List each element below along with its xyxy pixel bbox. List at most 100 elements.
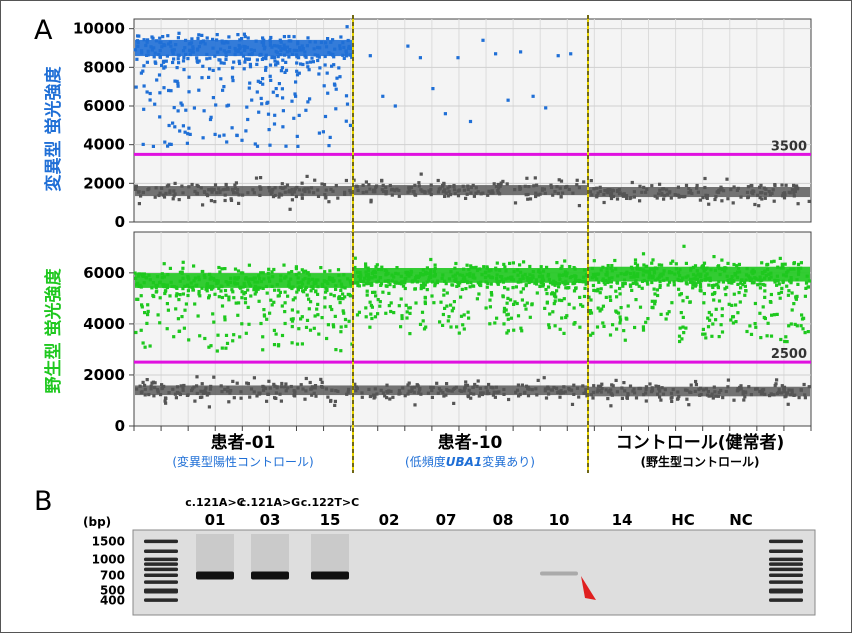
droplet-point [268,38,272,42]
droplet-point [502,262,506,266]
droplet-point [717,266,721,271]
droplet-point [237,201,241,205]
droplet-point [210,187,214,191]
droplet-point [607,188,611,192]
droplet-point [181,191,185,195]
group-sub-control: (野生型コントロール) [641,454,760,469]
droplet-point [710,284,714,288]
droplet-point [638,305,643,309]
droplet-point [750,281,754,285]
droplet-point [456,194,461,198]
droplet-point [564,315,568,320]
droplet-point [413,403,417,407]
droplet-point [783,193,787,197]
droplet-point [680,337,684,341]
droplet-point [466,187,470,191]
droplet-point [236,269,241,273]
group-dividers [352,15,589,473]
droplet-point [310,387,314,391]
droplet-point [561,281,565,285]
droplet-point [303,50,307,54]
droplet-point [610,264,614,268]
droplet-point [283,276,287,280]
droplet-point [213,200,217,204]
droplet-point [233,52,237,57]
droplet-point [775,279,779,283]
droplet-point [754,387,758,391]
droplet-point [595,289,600,293]
droplet-point [337,273,341,277]
droplet-point [140,303,144,307]
droplet-point [237,301,241,305]
droplet-point [214,103,218,107]
droplet-point [703,332,707,336]
droplet-point [372,269,376,273]
droplet-point [268,311,272,315]
droplet-point [278,290,282,294]
droplet-point [163,291,167,296]
ladder-band [144,598,178,602]
droplet-point [180,103,184,107]
droplet-point [534,387,538,391]
droplet-point [621,282,625,286]
droplet-point [309,186,314,190]
droplet-point [338,301,342,305]
droplet-point [152,294,156,299]
droplet-point [535,280,539,284]
droplet-point [763,392,767,396]
droplet-point [191,47,195,51]
droplet-point [769,392,773,396]
droplet-point [166,34,170,38]
droplet-point [253,292,257,296]
droplet-point [262,385,266,389]
droplet-point [333,314,337,318]
group-sub-patient10-b: 変異あり) [482,454,535,469]
droplet-point [303,287,307,291]
droplet-point [135,387,139,391]
droplet-point [256,287,260,291]
droplet-point [199,41,203,45]
droplet-point [133,48,137,52]
droplet-point [207,345,211,349]
droplet-point [258,80,262,84]
droplet-point [300,282,305,286]
droplet-point [265,399,269,403]
droplet-point [575,386,580,390]
droplet-point [154,39,158,43]
droplet-point [555,282,559,286]
droplet-point [584,279,588,283]
droplet-point [651,267,655,271]
droplet-point [617,188,621,192]
droplet-point [205,283,209,287]
droplet-point [313,384,318,388]
droplet-point [245,45,249,50]
droplet-point [292,35,296,39]
droplet-point [336,389,340,393]
droplet-point [245,105,249,109]
droplet-point [235,133,239,138]
droplet-point [184,52,188,57]
droplet-point [403,280,407,285]
droplet-point [480,273,484,277]
droplet-point [698,198,702,202]
droplet-point [172,189,176,193]
droplet-point [708,318,712,322]
droplet-point [144,276,148,280]
droplet-point [300,196,304,200]
droplet-point [227,400,231,404]
droplet-point [652,271,657,275]
droplet-point [320,380,324,384]
droplet-point [731,279,735,283]
droplet-point [208,56,212,60]
droplet-point [212,320,216,324]
droplet-point [766,267,770,272]
droplet-point [360,391,364,395]
droplet-point [383,279,387,283]
droplet-point [308,97,312,101]
droplet-point [334,107,338,111]
negative-cluster-band [135,186,352,197]
droplet-point [323,270,327,274]
droplet-point [320,282,324,286]
droplet-point [754,277,758,281]
